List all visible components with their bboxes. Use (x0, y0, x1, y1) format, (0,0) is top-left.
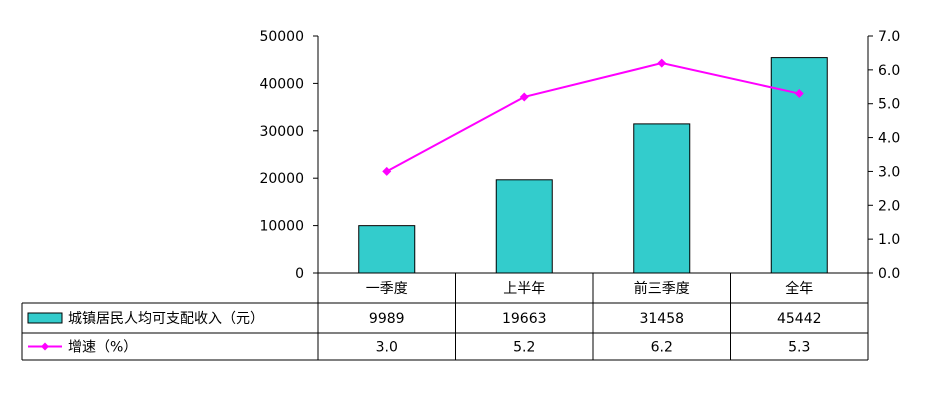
growth-point-1 (382, 166, 392, 176)
right-axis-tick-label: 0.0 (878, 266, 900, 282)
growth-point-2 (519, 92, 529, 102)
left-axis-tick-label: 40000 (259, 76, 304, 92)
left-axis-tick-label: 10000 (259, 219, 304, 235)
right-axis-tick-label: 7.0 (878, 29, 900, 45)
bar-2 (495, 179, 553, 274)
left-axis-tick-label: 20000 (259, 171, 304, 187)
category-label-3: 前三季度 (634, 280, 690, 297)
bar-value-2: 19663 (502, 311, 547, 327)
bar-series (358, 57, 828, 274)
right-axis-tick-label: 6.0 (878, 63, 900, 79)
right-axis-tick-label: 1.0 (878, 232, 900, 248)
bar-value-4: 45442 (777, 311, 822, 327)
category-label-4: 全年 (785, 280, 813, 297)
left-axis-tick-label: 0 (295, 266, 304, 282)
growth-line (386, 62, 800, 173)
growth-value-4: 5.3 (788, 340, 810, 356)
right-axis-tick-label: 2.0 (878, 198, 900, 214)
bar-3 (633, 123, 691, 274)
legend-line-label: 增速（%） (68, 340, 137, 356)
growth-value-1: 3.0 (376, 340, 398, 356)
right-axis-tick-label: 4.0 (878, 131, 900, 147)
bar-1 (358, 225, 416, 274)
growth-value-3: 6.2 (651, 340, 673, 356)
left-axis-tick-label: 30000 (259, 124, 304, 140)
legend-line-marker (41, 342, 49, 351)
category-label-1: 一季度 (366, 281, 408, 297)
bar-value-1: 9989 (369, 311, 405, 327)
legend-bar-swatch (27, 312, 63, 324)
right-axis-tick-label: 5.0 (878, 97, 900, 113)
growth-value-2: 5.2 (513, 340, 535, 356)
growth-point-3 (657, 58, 667, 68)
left-axis: 0 10000 20000 30000 40000 50000 (259, 29, 319, 282)
line-series (382, 58, 804, 176)
right-axis-tick-label: 3.0 (878, 164, 900, 180)
category-label-2: 上半年 (503, 281, 545, 297)
right-axis: 0.0 1.0 2.0 3.0 4.0 5.0 6.0 7.0 (867, 29, 900, 282)
left-axis-tick-label: 50000 (259, 29, 304, 45)
bar-value-3: 31458 (639, 311, 684, 327)
legend-bar-label: 城镇居民人均可支配收入（元） (68, 311, 264, 327)
growth-point-4 (794, 89, 804, 99)
